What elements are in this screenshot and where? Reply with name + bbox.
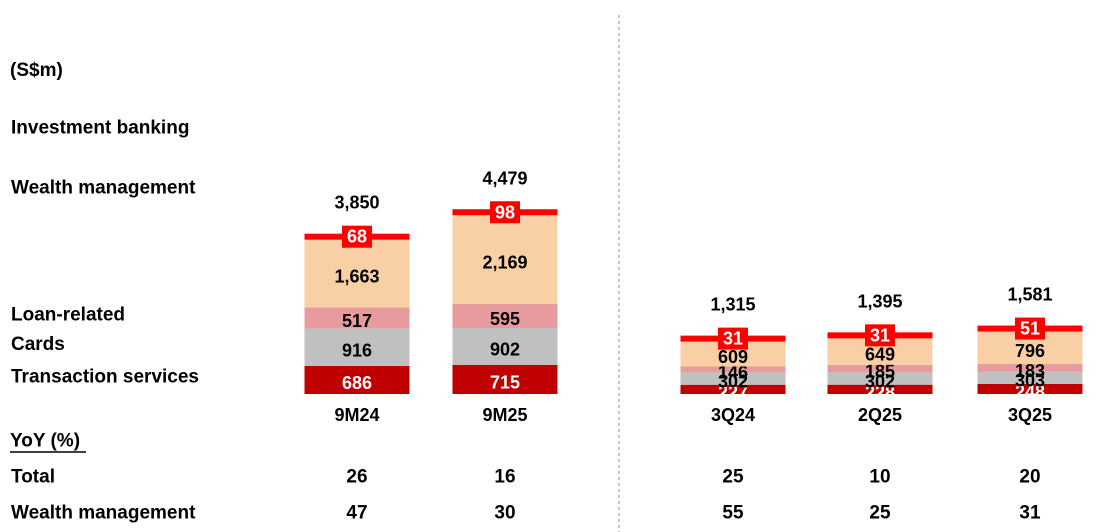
category-label: 2Q25 — [858, 405, 902, 425]
ib-label-box — [342, 225, 372, 248]
bar-loan-related-2q25 — [827, 364, 933, 373]
total-label: 1,315 — [710, 295, 755, 315]
value-label: 227 — [718, 382, 748, 402]
bar-loan-related-9m25 — [452, 303, 558, 329]
bar-transaction-services-9m24 — [304, 366, 410, 394]
value-label: 1,663 — [334, 267, 379, 287]
legend-item-wealth-management: Wealth management — [11, 178, 196, 199]
bar-transaction-services-9m25 — [452, 364, 558, 394]
value-label: 98 — [495, 202, 515, 222]
value-label: 146 — [718, 362, 748, 382]
unit-label: (S$m) — [10, 60, 63, 81]
value-label: 796 — [1015, 341, 1045, 361]
value-label: 302 — [865, 372, 895, 392]
value-label: 595 — [490, 309, 520, 329]
ib-label-box — [865, 324, 895, 347]
value-label: 517 — [342, 311, 372, 331]
yoy-value: 47 — [346, 503, 367, 524]
bar-transaction-services-3q25 — [977, 383, 1083, 394]
total-label: 1,581 — [1007, 285, 1052, 305]
yoy-value: 26 — [346, 467, 367, 488]
value-label: 185 — [865, 362, 895, 382]
value-label: 902 — [490, 339, 520, 359]
value-label: 51 — [1020, 319, 1040, 339]
ib-label-box — [718, 327, 748, 350]
yoy-value: 10 — [869, 467, 890, 488]
bar-loan-related-3q25 — [977, 364, 1083, 372]
value-label: 916 — [342, 340, 372, 360]
yoy-value: 31 — [1019, 503, 1041, 524]
yoy-value: 20 — [1019, 467, 1040, 488]
yoy-row-label: Wealth management — [11, 503, 196, 524]
bar-transaction-services-3q24 — [680, 384, 786, 394]
value-label: 686 — [342, 373, 372, 393]
value-label: 715 — [490, 372, 520, 392]
ib-label-box — [1015, 317, 1045, 340]
bar-wealth-management-9m24 — [304, 239, 410, 308]
value-label: 649 — [865, 345, 895, 365]
value-label: 303 — [1015, 371, 1045, 391]
ib-label-box — [490, 201, 520, 224]
category-label: 3Q25 — [1008, 405, 1052, 425]
legend-item-cards: Cards — [11, 334, 65, 355]
yoy-value: 30 — [494, 503, 515, 524]
value-label: 68 — [347, 227, 367, 247]
value-label: 31 — [723, 329, 743, 349]
bar-cards-9m25 — [452, 328, 558, 365]
category-label: 9M25 — [482, 405, 527, 425]
bar-transaction-services-2q25 — [827, 384, 933, 394]
bar-loan-related-3q24 — [680, 366, 786, 373]
legend-item-investment-banking: Investment banking — [11, 118, 189, 139]
value-label: 609 — [718, 347, 748, 367]
yoy-value: 25 — [722, 467, 744, 488]
value-label: 228 — [865, 382, 895, 402]
category-label: 3Q24 — [711, 405, 755, 425]
bar-cards-9m24 — [304, 328, 410, 367]
value-label: 248 — [1015, 382, 1045, 402]
value-label: 2,169 — [482, 253, 527, 273]
total-label: 1,395 — [857, 291, 902, 311]
legend-item-loan-related: Loan-related — [11, 305, 125, 326]
bar-cards-2q25 — [827, 372, 933, 385]
legend: Investment banking Wealth management Loan-… — [11, 118, 199, 388]
total-label: 4,479 — [482, 168, 527, 188]
value-label: 302 — [718, 372, 748, 392]
bar-loan-related-9m24 — [304, 307, 410, 329]
value-label: 183 — [1015, 361, 1045, 381]
bar-cards-3q24 — [680, 372, 786, 385]
yoy-value: 55 — [722, 503, 744, 524]
legend-item-transaction-services: Transaction services — [11, 367, 199, 388]
yoy-value: 25 — [869, 503, 891, 524]
bar-group-9m25: 715 902 595 2,169 98 4,479 9M25 — [452, 168, 558, 425]
category-label: 9M24 — [334, 405, 379, 425]
bar-cards-3q25 — [977, 371, 1083, 384]
yoy-row-label: Total — [11, 467, 55, 488]
total-label: 3,850 — [334, 193, 379, 213]
bars: 686 916 517 1,663 68 3,850 9M24 715 902 595 2,169 9… — [304, 168, 1083, 425]
value-label: 31 — [870, 325, 890, 345]
bar-wealth-management-9m25 — [452, 215, 558, 304]
yoy-value: 16 — [494, 467, 515, 488]
yoy-table: YoY (%) Total 26 16 25 10 20 Wealth management 4… — [10, 431, 1041, 524]
yoy-title: YoY (%) — [10, 431, 80, 452]
bar-group-9m24: 686 916 517 1,663 68 3,850 9M24 — [304, 193, 410, 425]
